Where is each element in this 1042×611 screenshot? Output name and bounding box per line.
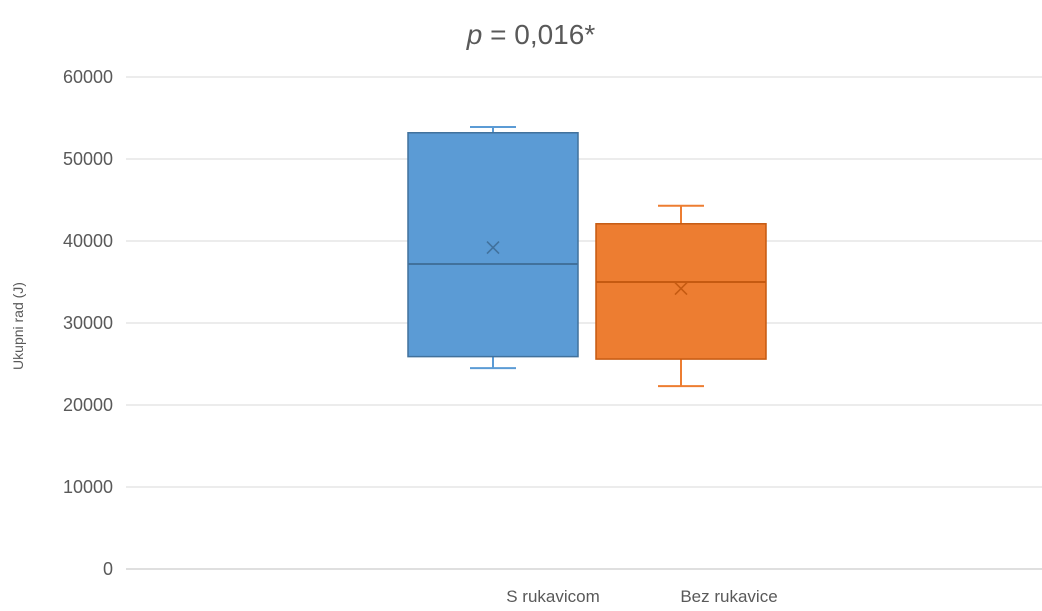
y-tick-label: 20000 — [63, 395, 113, 415]
y-tick-label: 30000 — [63, 313, 113, 333]
y-tick-label: 0 — [103, 559, 113, 579]
chart-title-value: = 0,016* — [490, 19, 595, 50]
box-iqr — [407, 132, 579, 358]
chart-title: p = 0,016* — [466, 19, 596, 50]
mean-marker-stroke — [674, 281, 688, 296]
chart-title-p-symbol: p — [466, 19, 483, 50]
y-tick-label: 40000 — [63, 231, 113, 251]
plot-area — [407, 126, 767, 388]
y-tick-label: 50000 — [63, 149, 113, 169]
y-tick-label: 60000 — [63, 67, 113, 87]
mean-marker — [674, 281, 688, 296]
y-tick-label: 10000 — [63, 477, 113, 497]
mean-marker-stroke — [486, 240, 500, 255]
y-axis: 0 10000 20000 30000 40000 50000 60000 — [63, 67, 113, 579]
legend: S rukavicom Bez rukavice — [506, 587, 777, 606]
y-axis-label: Ukupni rad (J) — [10, 282, 26, 370]
legend-entry: Bez rukavice — [680, 587, 777, 606]
box-series-1 — [407, 126, 579, 370]
gridlines — [126, 76, 1042, 570]
mean-marker — [486, 240, 500, 255]
legend-entry: S rukavicom — [506, 587, 600, 606]
box-iqr — [595, 223, 767, 360]
box-series-2 — [595, 204, 767, 388]
